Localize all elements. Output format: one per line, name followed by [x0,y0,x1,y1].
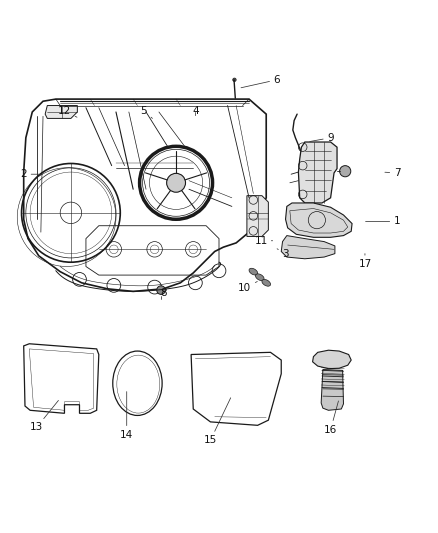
Polygon shape [286,203,352,237]
Text: 6: 6 [241,75,280,88]
Polygon shape [247,196,268,237]
Ellipse shape [262,279,271,286]
Circle shape [157,286,165,294]
Text: 4: 4 [192,106,199,116]
Text: 15: 15 [204,398,231,446]
Polygon shape [313,350,351,369]
Text: 3: 3 [277,249,289,260]
Text: 13: 13 [30,400,58,432]
Text: 8: 8 [160,288,166,298]
Text: 17: 17 [358,254,371,269]
Circle shape [233,78,236,82]
Text: 9: 9 [310,133,334,143]
Text: 14: 14 [120,392,133,440]
Polygon shape [281,236,335,259]
Ellipse shape [249,268,258,275]
Text: 10: 10 [238,281,257,293]
Text: 2: 2 [21,169,42,179]
Text: 1: 1 [366,216,400,227]
Text: 12: 12 [58,106,77,117]
Polygon shape [298,142,337,203]
Text: 5: 5 [141,106,152,118]
Text: 16: 16 [324,401,339,434]
Text: 11: 11 [255,236,272,246]
Circle shape [339,166,351,177]
Circle shape [166,173,186,192]
Ellipse shape [255,274,264,280]
Text: 7: 7 [385,168,400,178]
Polygon shape [45,106,78,118]
Polygon shape [321,369,343,410]
